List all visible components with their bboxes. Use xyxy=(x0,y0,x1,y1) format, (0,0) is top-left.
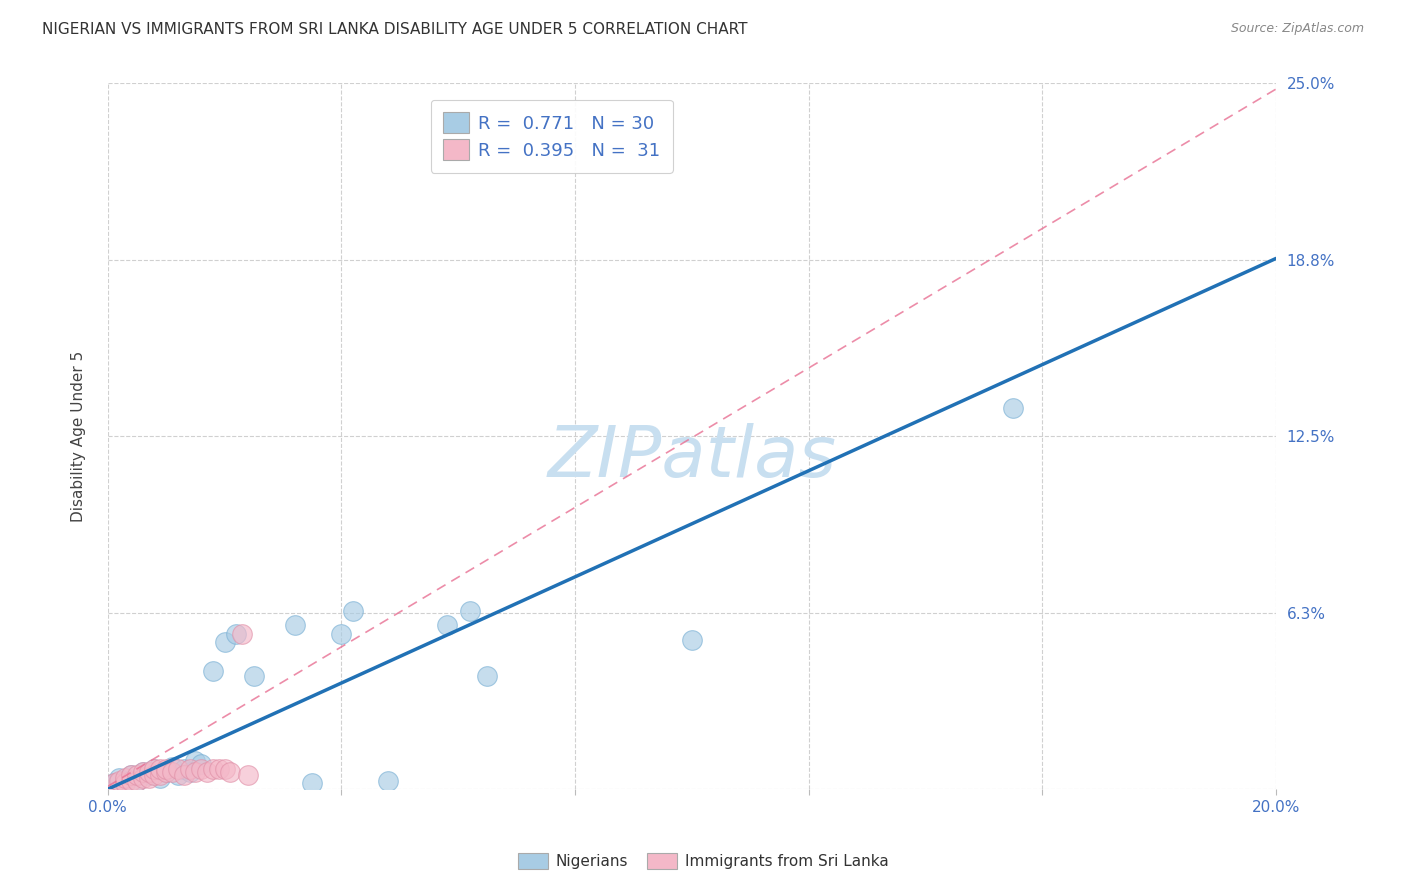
Text: Source: ZipAtlas.com: Source: ZipAtlas.com xyxy=(1230,22,1364,36)
Point xyxy=(184,754,207,768)
Point xyxy=(225,627,247,641)
Point xyxy=(208,763,231,777)
Point xyxy=(190,756,212,771)
Point xyxy=(330,627,353,641)
Point xyxy=(377,773,399,788)
Point xyxy=(243,669,266,683)
Point xyxy=(1002,401,1025,415)
Point xyxy=(284,618,307,632)
Point xyxy=(195,765,218,780)
Point xyxy=(477,669,499,683)
Point xyxy=(120,768,142,782)
Point xyxy=(138,771,160,785)
Point xyxy=(149,763,172,777)
Point xyxy=(160,765,183,780)
Point xyxy=(155,765,177,780)
Point xyxy=(108,771,131,785)
Point xyxy=(149,768,172,782)
Point xyxy=(149,771,172,785)
Y-axis label: Disability Age Under 5: Disability Age Under 5 xyxy=(72,351,86,522)
Point xyxy=(179,765,201,780)
Point xyxy=(108,773,131,788)
Point xyxy=(201,763,224,777)
Text: NIGERIAN VS IMMIGRANTS FROM SRI LANKA DISABILITY AGE UNDER 5 CORRELATION CHART: NIGERIAN VS IMMIGRANTS FROM SRI LANKA DI… xyxy=(42,22,748,37)
Point xyxy=(214,763,236,777)
Point xyxy=(120,768,142,782)
Point xyxy=(132,765,155,780)
Point xyxy=(132,765,155,780)
Point xyxy=(143,763,166,777)
Point xyxy=(167,768,190,782)
Point xyxy=(436,618,458,632)
Point xyxy=(190,763,212,777)
Point xyxy=(219,765,242,780)
Point xyxy=(138,768,160,782)
Point xyxy=(160,759,183,773)
Point xyxy=(214,635,236,649)
Point xyxy=(132,771,155,785)
Point xyxy=(236,768,259,782)
Point xyxy=(155,763,177,777)
Point xyxy=(114,773,136,788)
Point xyxy=(143,768,166,782)
Point xyxy=(138,765,160,780)
Point xyxy=(231,627,253,641)
Point xyxy=(103,776,125,790)
Point xyxy=(458,604,481,618)
Point xyxy=(103,776,125,790)
Point xyxy=(342,604,364,618)
Point xyxy=(114,771,136,785)
Point xyxy=(120,773,142,788)
Point xyxy=(201,664,224,678)
Point xyxy=(155,765,177,780)
Point xyxy=(125,768,148,782)
Point xyxy=(114,776,136,790)
Point xyxy=(173,768,195,782)
Legend: R =  0.771   N = 30, R =  0.395   N =  31: R = 0.771 N = 30, R = 0.395 N = 31 xyxy=(430,100,672,173)
Point xyxy=(681,632,703,647)
Point xyxy=(143,763,166,777)
Point xyxy=(125,773,148,788)
Legend: Nigerians, Immigrants from Sri Lanka: Nigerians, Immigrants from Sri Lanka xyxy=(512,847,894,875)
Point xyxy=(179,763,201,777)
Point xyxy=(125,773,148,788)
Point xyxy=(167,763,190,777)
Point xyxy=(173,763,195,777)
Text: ZIPatlas: ZIPatlas xyxy=(547,423,837,492)
Point xyxy=(184,765,207,780)
Point xyxy=(301,776,323,790)
